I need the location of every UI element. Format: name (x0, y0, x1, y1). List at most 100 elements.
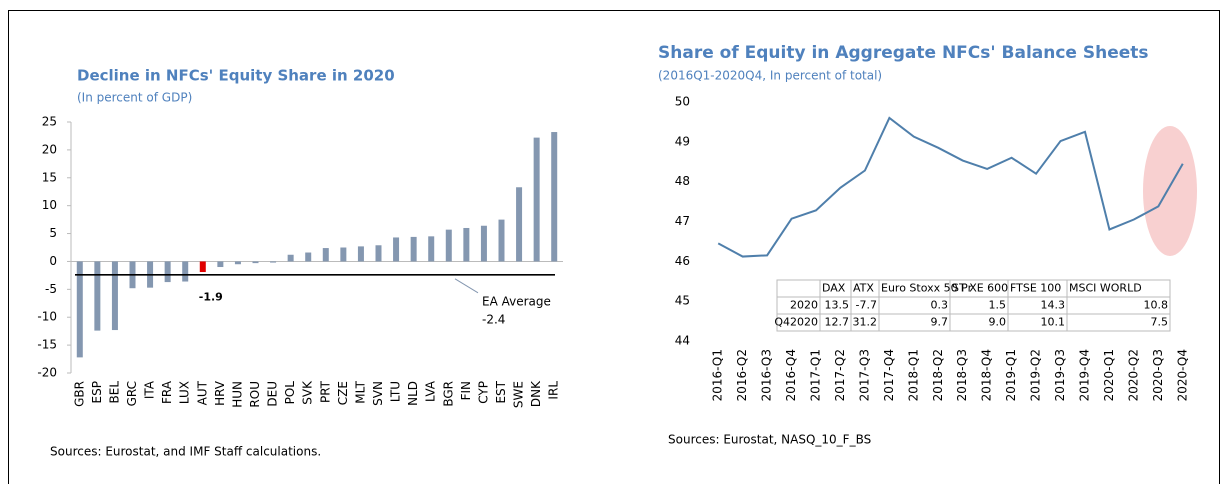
x-tick-label: HUN (230, 381, 244, 408)
highlight-ellipse (1143, 126, 1197, 256)
bar (182, 261, 189, 282)
x-tick-label: 2019-Q1 (1004, 349, 1018, 401)
table-cell: 13.5 (825, 299, 850, 312)
bar (270, 261, 277, 263)
table-cell: 10.8 (1144, 299, 1169, 312)
x-tick-label: AUT (195, 380, 209, 405)
y-tick-label: 49 (675, 134, 690, 148)
y-tick-label: 47 (675, 214, 690, 228)
x-tick-label: CYP (476, 381, 490, 404)
x-tick-label: HRV (213, 380, 227, 406)
x-tick-label: LVA (424, 380, 438, 402)
x-tick-label: SVN (371, 381, 385, 406)
table-row-label: Q42020 (774, 316, 818, 329)
table (776, 279, 1171, 332)
y-tick-label: 45 (675, 294, 690, 308)
bar (340, 247, 347, 262)
annotation-arrow (454, 278, 479, 294)
bar (498, 219, 505, 262)
table-cell: 0.3 (931, 299, 949, 312)
x-tick-label: FIN (459, 381, 473, 400)
table-cell: 12.7 (825, 316, 850, 329)
y-tick-label: -10 (37, 310, 57, 324)
bar (76, 261, 83, 358)
source: Sources: Eurostat, and IMF Staff calcula… (50, 445, 321, 459)
y-tick-label: 50 (675, 95, 690, 109)
source: Sources: Eurostat, NASQ_10_F_BS (668, 433, 871, 447)
y-tick-label: 5 (49, 226, 57, 240)
y-tick-label: -15 (37, 338, 57, 352)
bar (480, 225, 487, 262)
y-tick-label: 0 (49, 254, 57, 268)
chart-title: Decline in NFCs' Equity Share in 2020 (77, 67, 395, 85)
table-cell: 10.1 (1041, 316, 1066, 329)
table-cell: 7.5 (1151, 316, 1169, 329)
x-tick-label: 2017-Q4 (882, 349, 896, 401)
bar (551, 132, 558, 262)
x-tick-label: ROU (248, 381, 262, 408)
x-tick-label: CZE (336, 381, 350, 405)
x-tick-label: ESP (90, 381, 104, 403)
y-tick-label: -20 (37, 366, 57, 380)
x-tick-label: GRC (125, 381, 139, 406)
x-tick-label: 2019-Q2 (1029, 349, 1043, 401)
y-tick-label: 25 (42, 115, 57, 129)
table-header: DAX (822, 282, 846, 295)
x-tick-label: SVK (301, 380, 315, 405)
y-tick-label: 15 (42, 170, 57, 184)
bar (445, 229, 452, 262)
table-header: ST XE 600 (952, 282, 1008, 295)
bar (164, 261, 171, 283)
table-cell: 31.2 (853, 316, 878, 329)
bar (234, 261, 241, 265)
bar (199, 261, 206, 273)
bar (322, 248, 329, 262)
table-cell: -7.7 (856, 299, 877, 312)
bar (375, 245, 382, 262)
chart-subtitle: (In percent of GDP) (77, 91, 192, 105)
x-tick-label: 2018-Q1 (906, 349, 920, 401)
x-tick-label: 2016-Q2 (735, 349, 749, 401)
x-tick-label: 2017-Q1 (809, 349, 823, 401)
table-cell: 9.0 (989, 316, 1007, 329)
y-tick-label: 10 (42, 198, 57, 212)
y-tick-label: 44 (675, 334, 690, 348)
bar (533, 137, 540, 262)
table-header: Euro Stoxx 50 Pr (881, 282, 973, 295)
x-tick-label: FRA (160, 380, 174, 404)
y-tick-label: -5 (45, 282, 57, 296)
x-tick-label: 2016-Q4 (784, 349, 798, 401)
bar (111, 261, 118, 331)
x-tick-label: 2017-Q3 (857, 349, 871, 401)
x-tick-label: LTU (389, 381, 403, 402)
bar (252, 261, 259, 264)
x-tick-label: 2017-Q2 (833, 349, 847, 401)
table-cell: 14.3 (1041, 299, 1066, 312)
table-header: FTSE 100 (1010, 282, 1061, 295)
x-tick-label: EST (494, 380, 508, 403)
table-cell: 1.5 (989, 299, 1007, 312)
bar (516, 187, 523, 262)
table-header: MSCI WORLD (1069, 282, 1142, 295)
bar (428, 236, 435, 262)
x-tick-label: DNK (529, 380, 543, 407)
x-tick-label: 2018-Q4 (980, 349, 994, 401)
x-tick-label: IRL (547, 381, 561, 400)
x-tick-label: 2019-Q3 (1053, 349, 1067, 401)
frame (8, 10, 1220, 484)
x-tick-label: 2016-Q1 (711, 349, 725, 401)
x-tick-label: PRT (318, 380, 332, 403)
bar (393, 237, 400, 262)
table-row-label: 2020 (790, 299, 818, 312)
x-tick-label: NLD (406, 381, 420, 406)
x-tick-label: SWE (512, 381, 526, 408)
y-tick-label: 46 (675, 254, 690, 268)
x-tick-label: DEU (266, 381, 280, 407)
table-header: ATX (853, 282, 874, 295)
x-tick-label: 2020-Q1 (1102, 349, 1116, 401)
x-tick-label: BGR (441, 381, 455, 407)
data-label: -1.9 (199, 290, 223, 303)
bar (94, 261, 101, 331)
x-tick-label: 2020-Q3 (1151, 349, 1165, 401)
